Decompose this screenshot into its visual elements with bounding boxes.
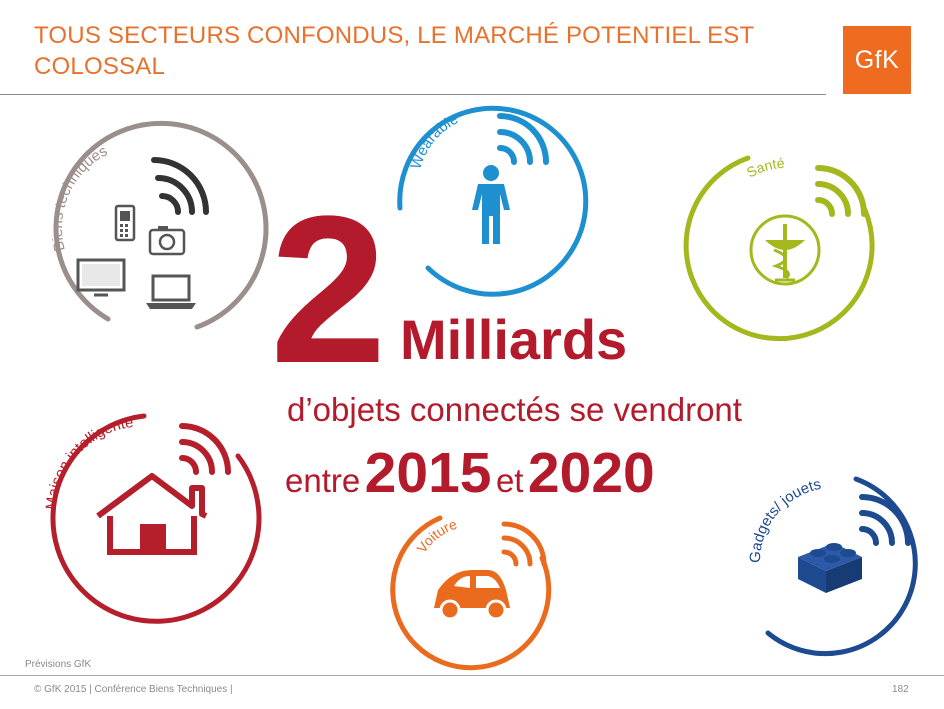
sante-signal-icon <box>815 165 867 217</box>
category-wearable: Wearable <box>390 98 590 308</box>
headline-line1: d’objets connectés se vendront <box>287 391 742 428</box>
source-note: Prévisions GfK <box>25 659 92 670</box>
page-number: 182 <box>892 684 909 695</box>
category-gadgets-jouets: Gadgets/ jouets <box>738 473 928 663</box>
wearable-ring <box>397 105 589 297</box>
category-voiture: Voiture <box>390 510 562 671</box>
headline-unit: Milliards <box>400 308 628 371</box>
biens-techniques-label: Biens techniques <box>49 143 110 253</box>
wearable-graphic: Wearable <box>397 105 589 297</box>
svg-text:Gadgets/ jouets: Gadgets/ jouets <box>747 476 823 564</box>
headline-line2: entre 2015 et 2020 <box>285 438 655 523</box>
maison-signal-icon <box>179 423 231 475</box>
voiture-ring <box>390 515 552 671</box>
person-icon <box>472 165 510 244</box>
category-maison-intelligente: Maison intelligente <box>32 412 262 632</box>
maison-ring <box>50 413 262 624</box>
title-divider <box>0 94 826 95</box>
biens-techniques-ring <box>53 120 269 330</box>
phone-camera-tv-laptop-icon <box>76 204 196 309</box>
biens-techniques-signal-icon <box>151 157 209 215</box>
category-sante: Santé <box>683 150 890 350</box>
headline-year-start: 2015 <box>364 441 492 505</box>
caduceus-icon <box>749 214 821 286</box>
headline-number: 2 <box>270 172 387 407</box>
sante-graphic: Santé <box>683 155 875 342</box>
headline-and: et <box>495 462 524 499</box>
voiture-signal-icon <box>501 521 547 567</box>
wearable-signal-icon <box>497 113 549 165</box>
svg-text:Wearable: Wearable <box>407 110 461 171</box>
svg-text:Biens techniques: Biens techniques <box>49 143 110 253</box>
gfk-logo: GfK <box>843 26 911 94</box>
gadgets-label: Gadgets/ jouets <box>747 476 823 564</box>
maison-graphic: Maison intelligente <box>43 413 262 624</box>
toy-brick-icon <box>798 543 862 593</box>
house-icon <box>96 473 208 555</box>
biens-techniques-graphic: Biens techniques <box>49 120 269 330</box>
gadgets-graphic: Gadgets/ jouets <box>747 476 918 657</box>
headline-between: entre <box>285 462 361 499</box>
car-icon <box>434 570 510 621</box>
gadgets-ring <box>765 476 918 657</box>
voiture-graphic: Voiture <box>390 515 552 671</box>
gadgets-signal-icon <box>859 494 911 546</box>
category-biens-techniques: Biens techniques <box>40 120 269 348</box>
footer-copyright: © GfK 2015 | Conférence Biens Techniques… <box>34 684 233 695</box>
wearable-label: Wearable <box>407 110 461 171</box>
headline-year-end: 2020 <box>527 441 655 505</box>
page-title: TOUS SECTEURS CONFONDUS, LE MARCHÉ POTEN… <box>34 22 754 80</box>
footer-divider <box>0 675 944 676</box>
sante-ring <box>683 155 875 342</box>
